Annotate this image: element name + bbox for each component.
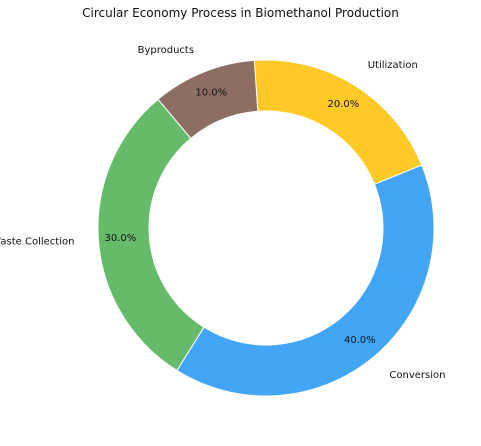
labels-group: 30.0% Waste Collection 40.0% Conversion 20.0… — [0, 45, 445, 381]
value-label-conversion: 40.0% — [344, 335, 376, 346]
value-label-byproducts: 10.0% — [195, 88, 227, 99]
category-label-byproducts: Byproducts — [138, 45, 194, 56]
slices-group — [97, 59, 435, 397]
slice-conversion — [176, 164, 435, 397]
slice-waste-collection — [97, 98, 205, 372]
category-label-waste-collection: Waste Collection — [0, 236, 74, 247]
category-label-utilization: Utilization — [368, 60, 418, 71]
slice-utilization — [253, 59, 423, 185]
slice-byproducts — [157, 59, 259, 140]
chart-title: Circular Economy Process in Biomethanol … — [82, 6, 399, 20]
category-label-conversion: Conversion — [389, 370, 445, 381]
value-label-utilization: 20.0% — [327, 99, 359, 110]
value-label-waste-collection: 30.0% — [104, 233, 136, 244]
